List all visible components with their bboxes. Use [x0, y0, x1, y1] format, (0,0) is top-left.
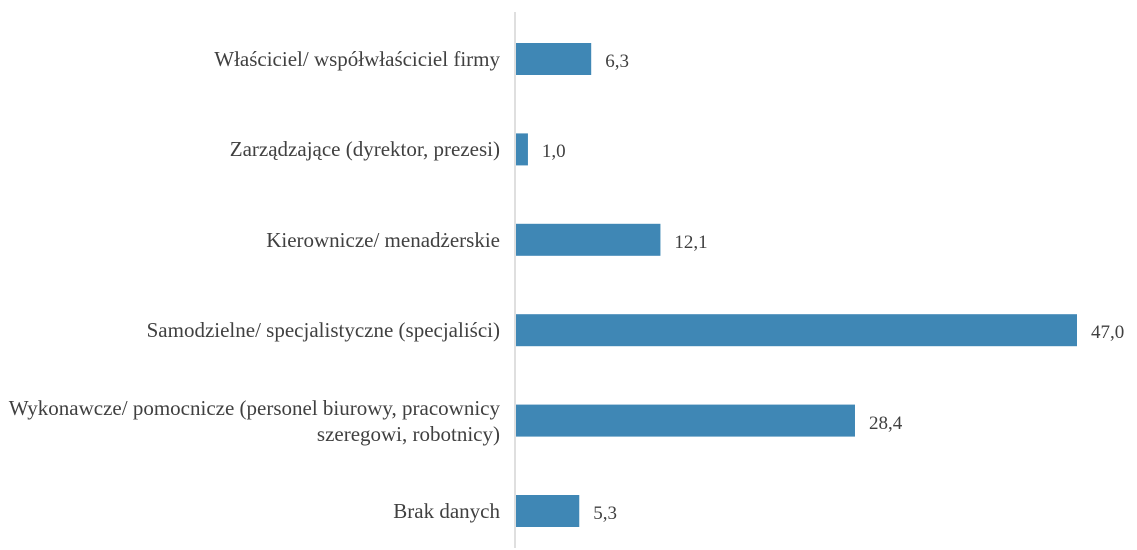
bar [516, 43, 592, 75]
category-label: Brak danych [393, 499, 500, 523]
value-label: 5,3 [593, 503, 617, 524]
category-label: Zarządzające (dyrektor, prezesi) [229, 137, 500, 162]
bar [516, 495, 580, 527]
value-label: 12,1 [674, 231, 708, 253]
category-label: Samodzielne/ specjalistyczne (specjaliśc… [146, 318, 500, 343]
value-label: 1,0 [541, 141, 566, 163]
category-label: Właściciel/ współwłaściciel firmy [214, 47, 500, 71]
category-label: Kierownicze/ menadżerskie [266, 227, 500, 252]
bar [516, 404, 855, 437]
bar [516, 223, 661, 256]
value-label: 6,3 [605, 51, 629, 72]
bar [516, 314, 1077, 347]
category-label: Wykonawcze/ pomocnicze (personel biurowy… [8, 395, 500, 446]
value-label: 28,4 [868, 412, 903, 434]
value-label: 47,0 [1091, 322, 1125, 344]
bar [516, 133, 528, 166]
